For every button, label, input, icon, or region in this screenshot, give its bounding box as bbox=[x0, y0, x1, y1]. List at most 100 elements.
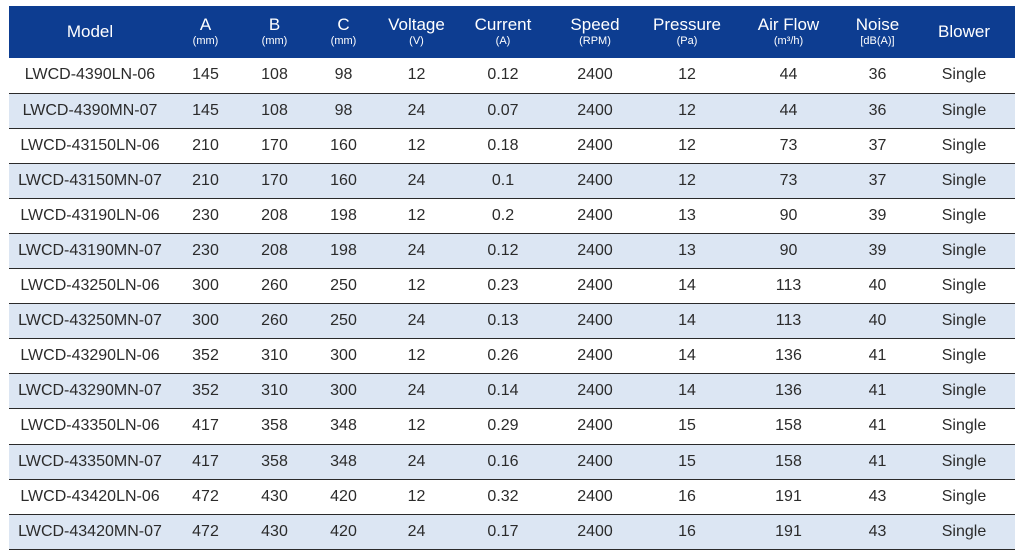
column-header-label: Air Flow bbox=[757, 15, 820, 35]
column-header-unit: (Pa) bbox=[676, 35, 698, 48]
cell-pressure: 12 bbox=[639, 58, 735, 94]
cell-b: 108 bbox=[240, 93, 309, 129]
table-row: LWCD-43350MN-07 417 358 348 24 0.16 2400 15 158 4… bbox=[9, 444, 1015, 480]
cell-b: 358 bbox=[240, 444, 309, 480]
cell-c: 300 bbox=[309, 373, 378, 410]
cell-pressure: 12 bbox=[639, 128, 735, 164]
cell-blower: Single bbox=[913, 93, 1015, 129]
cell-airflow: 158 bbox=[735, 444, 842, 480]
cell-voltage: 24 bbox=[378, 514, 455, 550]
cell-speed: 2400 bbox=[551, 128, 639, 164]
cell-noise: 43 bbox=[842, 479, 913, 515]
cell-b: 430 bbox=[240, 514, 309, 550]
column-header-pressure: Pressure (Pa) bbox=[639, 6, 735, 58]
cell-speed: 2400 bbox=[551, 198, 639, 234]
column-header-b: B (mm) bbox=[240, 6, 309, 58]
cell-blower: Single bbox=[913, 268, 1015, 305]
cell-airflow: 90 bbox=[735, 233, 842, 270]
cell-blower: Single bbox=[913, 128, 1015, 164]
cell-b: 430 bbox=[240, 479, 309, 515]
cell-c: 160 bbox=[309, 128, 378, 164]
table-row: LWCD-43190LN-06 230 208 198 12 0.2 2400 13 90 39 S… bbox=[9, 198, 1015, 234]
cell-b: 358 bbox=[240, 408, 309, 445]
column-header-label: Blower bbox=[938, 22, 990, 42]
cell-noise: 43 bbox=[842, 514, 913, 550]
cell-c: 420 bbox=[309, 514, 378, 550]
cell-model: LWCD-43250MN-07 bbox=[9, 303, 171, 340]
cell-model: LWCD-43290MN-07 bbox=[9, 373, 171, 410]
column-header-label: Noise bbox=[855, 15, 900, 35]
table-row: LWCD-4390LN-06 145 108 98 12 0.12 2400 12 44 36 Si… bbox=[9, 58, 1015, 94]
column-header-label: Model bbox=[66, 22, 114, 42]
cell-airflow: 191 bbox=[735, 514, 842, 550]
cell-c: 198 bbox=[309, 233, 378, 270]
cell-blower: Single bbox=[913, 373, 1015, 410]
cell-blower: Single bbox=[913, 444, 1015, 480]
cell-pressure: 12 bbox=[639, 93, 735, 129]
cell-current: 0.1 bbox=[455, 163, 551, 199]
cell-model: LWCD-43290LN-06 bbox=[9, 338, 171, 375]
table-row: LWCD-43150MN-07 210 170 160 24 0.1 2400 12 73 37 S… bbox=[9, 163, 1015, 199]
cell-airflow: 44 bbox=[735, 58, 842, 94]
cell-voltage: 12 bbox=[378, 58, 455, 94]
cell-a: 145 bbox=[171, 93, 240, 129]
cell-b: 260 bbox=[240, 303, 309, 340]
cell-pressure: 15 bbox=[639, 444, 735, 480]
cell-pressure: 12 bbox=[639, 163, 735, 199]
column-header-unit: [dB(A)] bbox=[860, 35, 895, 48]
cell-model: LWCD-4390LN-06 bbox=[9, 58, 171, 94]
cell-current: 0.29 bbox=[455, 408, 551, 445]
cell-voltage: 24 bbox=[378, 444, 455, 480]
cell-model: LWCD-43350MN-07 bbox=[9, 444, 171, 480]
column-header-a: A (mm) bbox=[171, 6, 240, 58]
cell-c: 348 bbox=[309, 408, 378, 445]
cell-model: LWCD-43350LN-06 bbox=[9, 408, 171, 445]
cell-model: LWCD-43250LN-06 bbox=[9, 268, 171, 305]
table-row: LWCD-43350LN-06 417 358 348 12 0.29 2400 15 158 4… bbox=[9, 408, 1015, 445]
cell-a: 352 bbox=[171, 373, 240, 410]
cell-speed: 2400 bbox=[551, 233, 639, 270]
cell-current: 0.12 bbox=[455, 58, 551, 94]
cell-a: 417 bbox=[171, 444, 240, 480]
table-body: LWCD-4390LN-06 145 108 98 12 0.12 2400 12 44 36 Si… bbox=[9, 58, 1015, 550]
table-row: LWCD-43290MN-07 352 310 300 24 0.14 2400 14 136 4… bbox=[9, 373, 1015, 410]
cell-c: 300 bbox=[309, 338, 378, 375]
cell-pressure: 14 bbox=[639, 373, 735, 410]
table-header: Model A (mm) B (mm) C (mm) Voltage (V) C… bbox=[9, 6, 1015, 58]
cell-voltage: 24 bbox=[378, 93, 455, 129]
spec-table: Model A (mm) B (mm) C (mm) Voltage (V) C… bbox=[9, 6, 1015, 550]
cell-a: 210 bbox=[171, 163, 240, 199]
column-header-c: C (mm) bbox=[309, 6, 378, 58]
cell-voltage: 24 bbox=[378, 233, 455, 270]
column-header-label: Current bbox=[474, 15, 532, 35]
cell-a: 352 bbox=[171, 338, 240, 375]
column-header-current: Current (A) bbox=[455, 6, 551, 58]
cell-current: 0.26 bbox=[455, 338, 551, 375]
cell-voltage: 24 bbox=[378, 303, 455, 340]
cell-voltage: 12 bbox=[378, 479, 455, 515]
cell-model: LWCD-43420LN-06 bbox=[9, 479, 171, 515]
cell-noise: 36 bbox=[842, 93, 913, 129]
cell-current: 0.16 bbox=[455, 444, 551, 480]
column-header-unit: (mm) bbox=[192, 35, 219, 48]
cell-model: LWCD-43190LN-06 bbox=[9, 198, 171, 234]
table-row: LWCD-43150LN-06 210 170 160 12 0.18 2400 12 73 37… bbox=[9, 128, 1015, 164]
cell-c: 250 bbox=[309, 268, 378, 305]
cell-speed: 2400 bbox=[551, 303, 639, 340]
cell-voltage: 12 bbox=[378, 268, 455, 305]
column-header-blower: Blower bbox=[913, 6, 1015, 58]
cell-b: 170 bbox=[240, 128, 309, 164]
cell-a: 230 bbox=[171, 233, 240, 270]
cell-noise: 40 bbox=[842, 268, 913, 305]
table-row: LWCD-4390MN-07 145 108 98 24 0.07 2400 12 44 36 Si… bbox=[9, 93, 1015, 129]
column-header-speed: Speed (RPM) bbox=[551, 6, 639, 58]
column-header-label: Voltage bbox=[388, 15, 445, 35]
cell-airflow: 90 bbox=[735, 198, 842, 234]
cell-voltage: 24 bbox=[378, 163, 455, 199]
cell-airflow: 158 bbox=[735, 408, 842, 445]
column-header-unit: (V) bbox=[409, 35, 424, 48]
cell-noise: 40 bbox=[842, 303, 913, 340]
cell-a: 300 bbox=[171, 268, 240, 305]
cell-pressure: 13 bbox=[639, 233, 735, 270]
cell-model: LWCD-4390MN-07 bbox=[9, 93, 171, 129]
